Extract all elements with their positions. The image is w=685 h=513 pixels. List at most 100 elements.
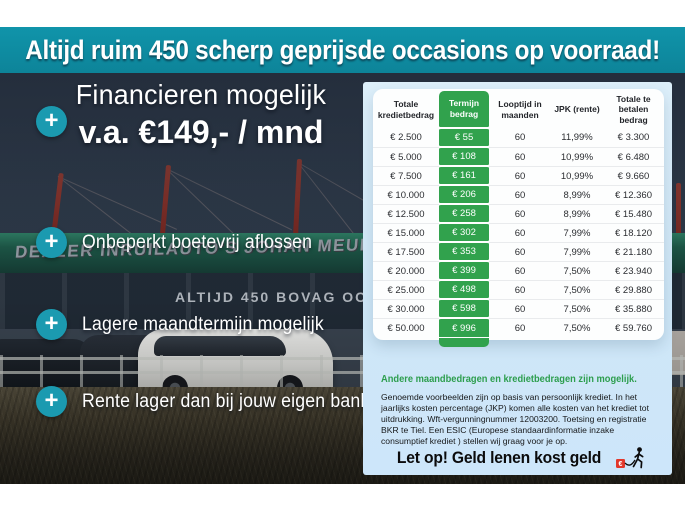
table-cell: € 15.000 xyxy=(373,223,439,242)
disclaimer-block: Andere maandbedragen en kredietbedragen … xyxy=(381,374,656,447)
svg-text:€: € xyxy=(619,461,623,468)
promo-title: Financieren mogelijk v.a. €149,- / mnd xyxy=(34,79,368,151)
credit-warning: Let op! Geld lenen kost geld € xyxy=(363,446,672,470)
finance-table: Totale kredietbedrag Termijn bedrag Loop… xyxy=(373,89,664,347)
finance-table-rows: € 2.500 € 55 60 11,99% € 3.300 € 5.000 € 108 60… xyxy=(373,128,664,337)
promo-bullet-label: Onbeperkt boetevrij aflossen xyxy=(82,231,313,253)
table-cell: € 12.360 xyxy=(603,185,664,204)
plus-icon: + xyxy=(36,309,67,340)
table-cell: € 30.000 xyxy=(373,299,439,318)
table-cell-highlighted: € 108 xyxy=(439,147,489,166)
table-cell-highlighted: € 353 xyxy=(439,242,489,261)
promo-title-line2: v.a. €149,- / mnd xyxy=(78,114,324,150)
promo-bullet: + Onbeperkt boetevrij aflossen xyxy=(36,227,329,258)
table-cell: € 12.500 xyxy=(373,204,439,223)
table-cell-highlighted: € 399 xyxy=(439,261,489,280)
table-row: € 15.000 € 302 60 7,99% € 18.120 xyxy=(373,223,664,242)
table-cell: € 2.500 xyxy=(390,132,422,143)
column-header: Totale kredietbedrag xyxy=(377,98,435,120)
table-cell-highlighted: € 498 xyxy=(439,280,489,299)
promo-bullet: + Lagere maandtermijn mogelijk xyxy=(36,309,342,340)
table-cell-highlighted: € 206 xyxy=(439,185,489,204)
table-cell: 7,50% xyxy=(551,299,603,318)
table-cell: € 3.300 xyxy=(617,132,650,143)
table-cell: € 17.500 xyxy=(373,242,439,261)
table-cell: 8,99% xyxy=(551,185,603,204)
table-row: € 10.000 € 206 60 8,99% € 12.360 xyxy=(373,185,664,204)
finance-panel: Totale kredietbedrag Termijn bedrag Loop… xyxy=(363,82,672,475)
table-cell: 60 xyxy=(489,185,551,204)
table-cell: 60 xyxy=(514,132,526,143)
table-cell: € 29.880 xyxy=(603,280,664,299)
table-cell: € 50.000 xyxy=(373,318,439,337)
table-row: € 5.000 € 108 60 10,99% € 6.480 xyxy=(373,147,664,166)
table-cell: 10,99% xyxy=(551,166,603,185)
disclaimer-highlight: Andere maandbedragen en kredietbedragen … xyxy=(381,374,637,385)
plus-icon: + xyxy=(36,227,67,258)
promo-bullet-label: Lagere maandtermijn mogelijk xyxy=(82,313,324,335)
table-cell: 7,50% xyxy=(551,261,603,280)
column-header: Looptijd in maanden xyxy=(498,98,542,120)
table-row: € 2.500 € 55 60 11,99% € 3.300 xyxy=(373,128,664,147)
table-cell: € 6.480 xyxy=(603,147,664,166)
table-cell: 11,99% xyxy=(561,132,593,143)
table-cell: 60 xyxy=(489,318,551,337)
promo-bullet: + Rente lager dan bij jouw eigen bank xyxy=(36,386,391,417)
finance-table-header: Totale kredietbedrag Termijn bedrag Loop… xyxy=(373,91,664,128)
main-visual: DEALER INRUILAUTO'S JOHAN MEURE ALTIJD 4… xyxy=(0,73,685,484)
table-row: € 20.000 € 399 60 7,50% € 23.940 xyxy=(373,261,664,280)
table-cell: 60 xyxy=(489,147,551,166)
money-drag-icon: € xyxy=(616,447,644,469)
plus-icon: + xyxy=(36,386,67,417)
table-cell: € 7.500 xyxy=(373,166,439,185)
promo-overlay: + Financieren mogelijk v.a. €149,- / mnd… xyxy=(0,73,685,484)
column-header: JPK (rente) xyxy=(554,104,600,115)
table-cell: € 59.760 xyxy=(603,318,664,337)
top-margin xyxy=(0,0,685,27)
table-row: € 25.000 € 498 60 7,50% € 29.880 xyxy=(373,280,664,299)
table-cell: € 20.000 xyxy=(373,261,439,280)
table-cell: € 15.480 xyxy=(603,204,664,223)
table-cell-highlighted: € 996 xyxy=(439,318,489,337)
table-cell: 10,99% xyxy=(551,147,603,166)
table-cell: € 18.120 xyxy=(603,223,664,242)
table-row: € 7.500 € 161 60 10,99% € 9.660 xyxy=(373,166,664,185)
table-cell: 60 xyxy=(489,166,551,185)
bottom-margin xyxy=(0,484,685,513)
table-cell: 7,99% xyxy=(551,242,603,261)
table-cell: € 25.000 xyxy=(373,280,439,299)
table-cell: 60 xyxy=(489,223,551,242)
table-cell: € 23.940 xyxy=(603,261,664,280)
promo-title-line1: Financieren mogelijk xyxy=(75,79,327,110)
table-cell: 60 xyxy=(489,261,551,280)
table-cell-highlighted: € 55 xyxy=(439,128,489,147)
table-cell: 7,50% xyxy=(551,280,603,299)
banner-headline: Altijd ruim 450 scherp geprijsde occasio… xyxy=(25,34,660,65)
table-cell: € 10.000 xyxy=(373,185,439,204)
table-cell: 60 xyxy=(489,242,551,261)
table-cell: € 9.660 xyxy=(603,166,664,185)
credit-warning-text: Let op! Geld lenen kost geld xyxy=(396,448,602,467)
table-cell: 7,99% xyxy=(551,223,603,242)
plus-icon: + xyxy=(36,106,67,137)
disclaimer-body: Genoemde voorbeelden zijn op basis van p… xyxy=(381,392,649,446)
table-cell: 60 xyxy=(489,204,551,223)
table-cell-highlighted: € 258 xyxy=(439,204,489,223)
table-cell: € 5.000 xyxy=(373,147,439,166)
table-cell: 60 xyxy=(489,280,551,299)
table-cell-highlighted: € 161 xyxy=(439,166,489,185)
banner: Altijd ruim 450 scherp geprijsde occasio… xyxy=(0,27,685,73)
table-cell: 8,99% xyxy=(551,204,603,223)
table-cell: € 21.180 xyxy=(603,242,664,261)
highlight-column-tail xyxy=(439,338,489,347)
table-cell: 7,50% xyxy=(551,318,603,337)
table-row: € 50.000 € 996 60 7,50% € 59.760 xyxy=(373,318,664,337)
table-row: € 30.000 € 598 60 7,50% € 35.880 xyxy=(373,299,664,318)
table-row: € 17.500 € 353 60 7,99% € 21.180 xyxy=(373,242,664,261)
table-cell: € 35.880 xyxy=(603,299,664,318)
table-cell-highlighted: € 598 xyxy=(439,299,489,318)
promo-bullet-label: Rente lager dan bij jouw eigen bank xyxy=(82,390,370,412)
table-row: € 12.500 € 258 60 8,99% € 15.480 xyxy=(373,204,664,223)
column-header: Totale te betalen bedrag xyxy=(616,93,651,125)
